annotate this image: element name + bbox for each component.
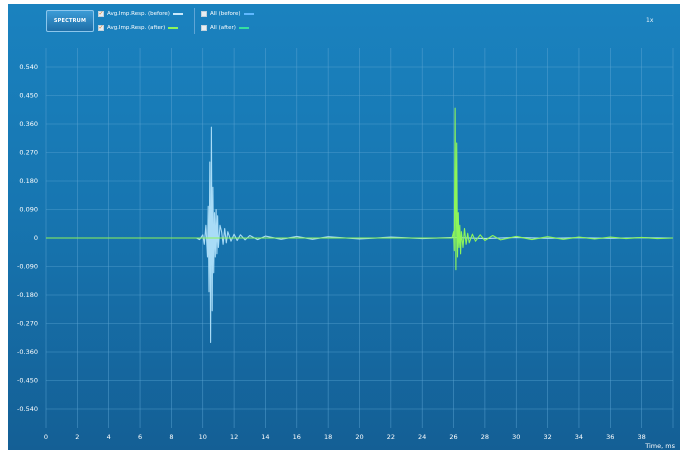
x-tick-label: 18	[324, 433, 332, 441]
y-tick-label: -0.450	[17, 377, 38, 385]
x-tick-label: 12	[230, 433, 238, 441]
legend-label-avg-before: Avg.Imp.Resp. (before)	[107, 10, 170, 17]
impulse-response-chart: 0 2 4 6 8 10 12 14 16 18 20 22 24 26 28 30 32 34 36 380.540…	[17, 48, 676, 450]
x-tick-label: 32	[543, 433, 551, 441]
checkbox-avg-after[interactable]: ✓	[98, 23, 104, 31]
x-tick-label: 4	[107, 433, 111, 441]
x-tick-label: 16	[293, 433, 301, 441]
x-tick-label: 6	[138, 433, 142, 441]
y-tick-label: 0.360	[19, 120, 38, 128]
y-tick-label: 0.090	[19, 206, 38, 214]
x-tick-label: 20	[355, 433, 363, 441]
y-tick-label: -0.090	[17, 263, 38, 271]
legend-swatch-all-after	[238, 26, 249, 29]
x-tick-label: 30	[512, 433, 520, 441]
x-tick-label: 10	[199, 433, 207, 441]
legend-toolbar: SPECTRUM ✓ Avg.Imp.Resp. (before) ✓ Avg.…	[8, 4, 680, 38]
y-tick-label: 0	[34, 234, 38, 242]
legend-label-all-before: All (before)	[210, 10, 241, 17]
x-tick-label: 38	[638, 433, 646, 441]
legend-item-all-after[interactable]: All (after)	[201, 22, 249, 33]
x-tick-label: 36	[606, 433, 614, 441]
legend-divider	[194, 8, 195, 34]
legend-swatch-avg-after	[168, 26, 179, 29]
y-tick-label: 0.540	[19, 63, 38, 71]
x-tick-label: 24	[418, 433, 426, 441]
x-tick-label: 34	[575, 433, 583, 441]
legend-item-all-before[interactable]: All (before)	[201, 8, 254, 19]
y-tick-label: -0.270	[17, 320, 38, 328]
checkbox-avg-before[interactable]: ✓	[98, 9, 104, 17]
legend-item-avg-before[interactable]: ✓ Avg.Imp.Resp. (before)	[98, 8, 183, 19]
x-tick-label: 22	[387, 433, 395, 441]
x-axis-label: Time, ms	[644, 442, 675, 450]
legend-item-avg-after[interactable]: ✓ Avg.Imp.Resp. (after)	[98, 22, 179, 33]
y-tick-label: 0.450	[19, 92, 38, 100]
y-tick-label: -0.180	[17, 291, 38, 299]
legend-label-all-after: All (after)	[210, 24, 236, 31]
checkbox-all-after[interactable]	[201, 24, 207, 31]
x-tick-label: 14	[261, 433, 269, 441]
checkbox-all-before[interactable]	[201, 10, 207, 17]
series-line-after	[46, 107, 674, 271]
y-tick-label: -0.540	[17, 405, 38, 413]
spectrum-button[interactable]: SPECTRUM	[46, 10, 94, 32]
x-tick-label: 8	[169, 433, 173, 441]
legend-label-avg-after: Avg.Imp.Resp. (after)	[107, 24, 166, 31]
impulse-response-app: SPECTRUM ✓ Avg.Imp.Resp. (before) ✓ Avg.…	[8, 4, 680, 450]
y-tick-label: -0.360	[17, 348, 38, 356]
x-tick-label: 28	[481, 433, 489, 441]
y-tick-label: 0.270	[19, 149, 38, 157]
x-tick-label: 0	[44, 433, 48, 441]
x-tick-label: 2	[75, 433, 79, 441]
legend-swatch-avg-before	[172, 12, 183, 15]
x-tick-label: 26	[449, 433, 457, 441]
legend-swatch-all-before	[243, 12, 254, 15]
zoom-level[interactable]: 1x	[646, 17, 654, 24]
y-tick-label: 0.180	[19, 177, 38, 185]
